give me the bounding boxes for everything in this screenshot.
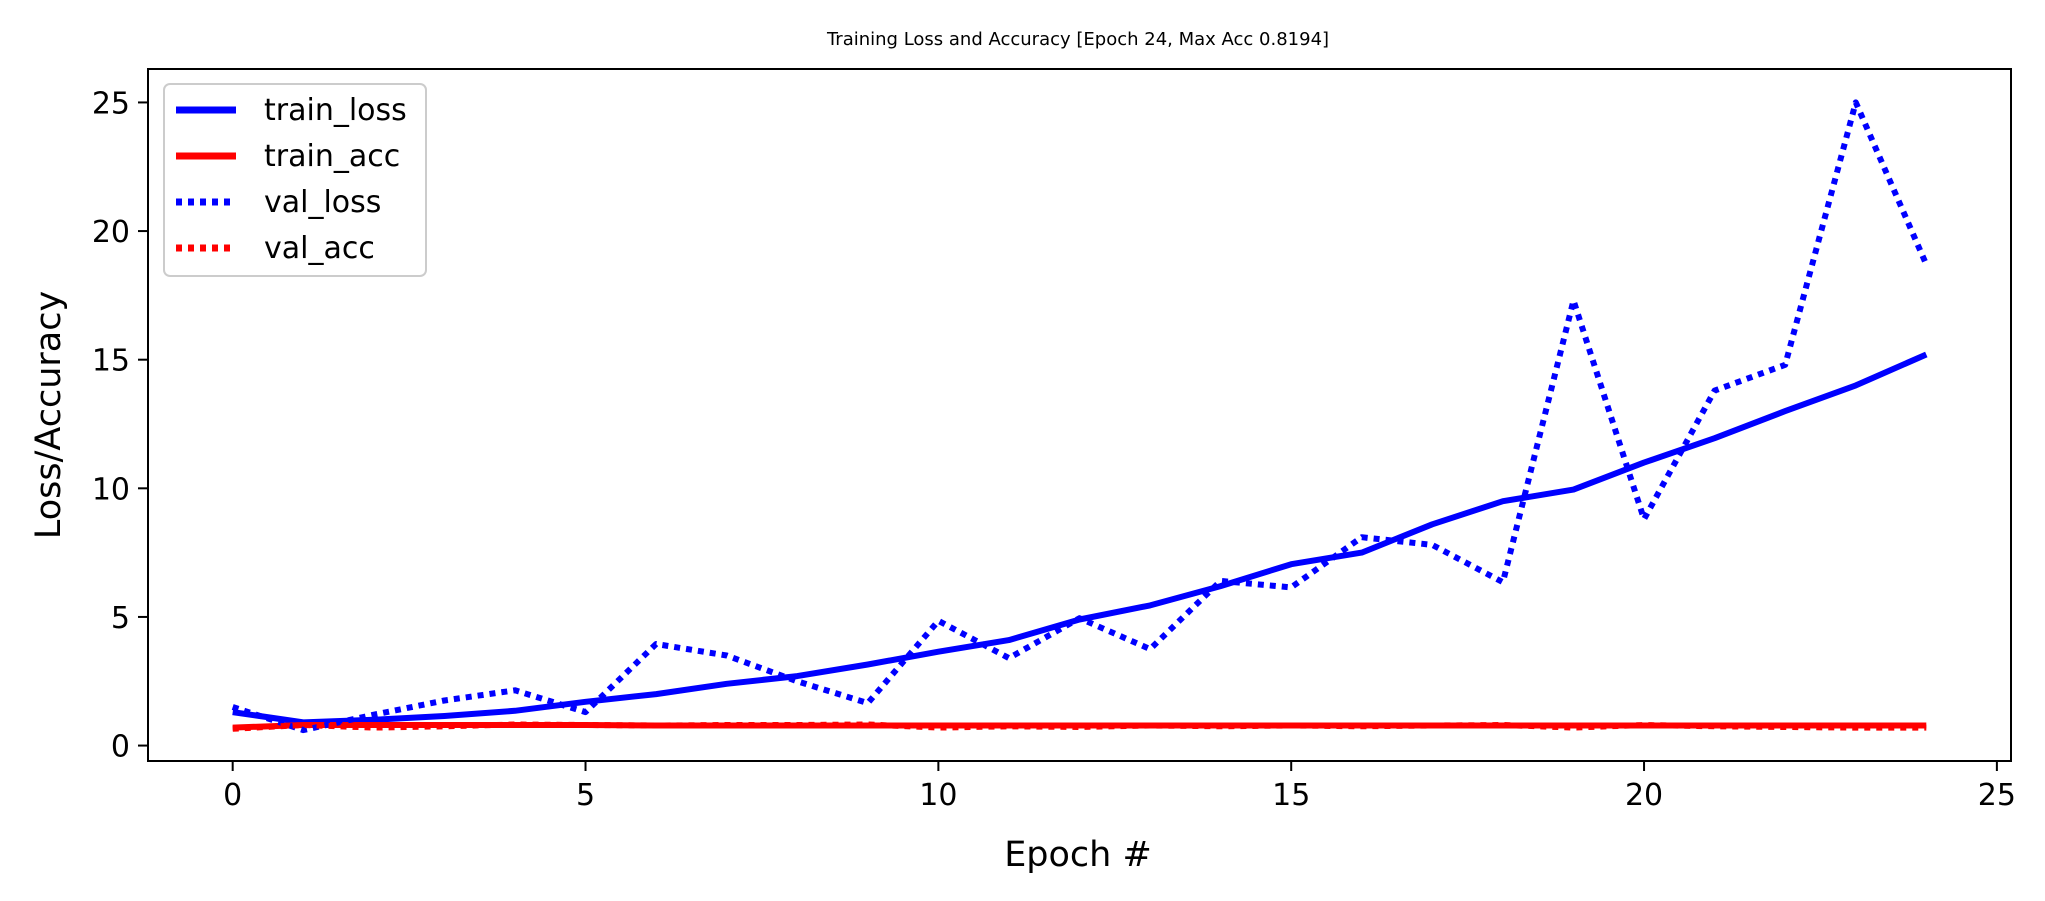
chart-title: Training Loss and Accuracy [Epoch 24, Ma… — [826, 29, 1329, 50]
x-tick-label: 10 — [919, 778, 957, 813]
y-axis-title: Loss/Accuracy — [29, 291, 69, 539]
x-axis-title: Epoch # — [1004, 835, 1152, 875]
plot-frame — [147, 68, 2012, 762]
x-tick-label: 15 — [1272, 778, 1310, 813]
series-line-val_loss — [231, 99, 1930, 734]
legend-label-val_loss: val_loss — [264, 185, 381, 220]
y-tick-label: 20 — [92, 215, 130, 250]
x-tick-label: 5 — [576, 778, 595, 813]
series-line-train_loss — [232, 351, 1928, 726]
y-tick-label: 0 — [111, 730, 130, 765]
y-tick-label: 25 — [92, 86, 130, 121]
x-axis-ticks: 0 5 10 15 20 25 — [223, 761, 2016, 813]
y-tick-label: 10 — [92, 472, 130, 507]
plot-lines — [231, 99, 1930, 734]
legend-label-train_loss: train_loss — [264, 93, 407, 128]
y-tick-label: 5 — [111, 601, 130, 636]
legend-label-train_acc: train_acc — [264, 139, 400, 174]
y-axis-ticks: 0 5 10 15 20 25 — [92, 86, 148, 765]
legend-box — [163, 83, 427, 277]
x-tick-label: 25 — [1978, 778, 2016, 813]
legend-label-val_acc: val_acc — [264, 231, 375, 266]
y-tick-label: 15 — [92, 344, 130, 379]
legend: train_loss train_acc val_loss val_acc — [163, 83, 427, 277]
x-tick-label: 20 — [1625, 778, 1663, 813]
x-tick-label: 0 — [223, 778, 242, 813]
series-line-train_acc — [232, 722, 1927, 731]
